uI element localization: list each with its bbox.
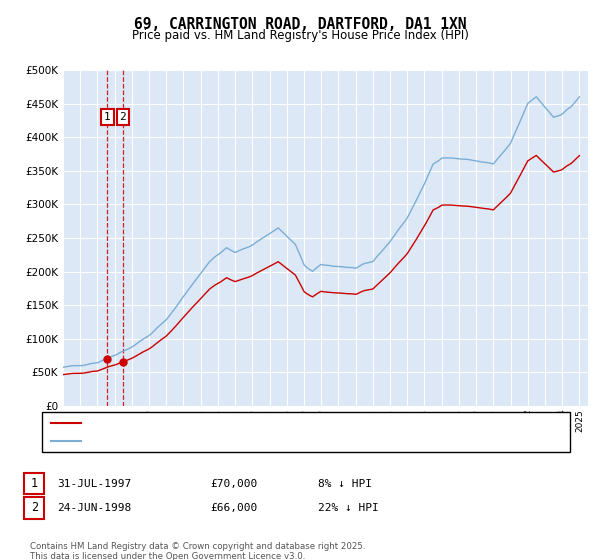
Text: Contains HM Land Registry data © Crown copyright and database right 2025.
This d: Contains HM Land Registry data © Crown c… [30,542,365,560]
Text: 2: 2 [31,501,38,515]
Text: £66,000: £66,000 [210,503,257,513]
Text: Price paid vs. HM Land Registry's House Price Index (HPI): Price paid vs. HM Land Registry's House … [131,29,469,42]
Text: £70,000: £70,000 [210,479,257,489]
Text: 69, CARRINGTON ROAD, DARTFORD, DA1 1XN (semi-detached house): 69, CARRINGTON ROAD, DARTFORD, DA1 1XN (… [87,418,450,428]
Text: 24-JUN-1998: 24-JUN-1998 [57,503,131,513]
Text: 31-JUL-1997: 31-JUL-1997 [57,479,131,489]
Text: 2: 2 [119,112,126,122]
Text: 1: 1 [104,112,111,122]
Text: 22% ↓ HPI: 22% ↓ HPI [318,503,379,513]
Text: HPI: Average price, semi-detached house, Dartford: HPI: Average price, semi-detached house,… [87,436,353,446]
Text: 69, CARRINGTON ROAD, DARTFORD, DA1 1XN: 69, CARRINGTON ROAD, DARTFORD, DA1 1XN [134,17,466,32]
Text: 8% ↓ HPI: 8% ↓ HPI [318,479,372,489]
Text: 1: 1 [31,477,38,491]
